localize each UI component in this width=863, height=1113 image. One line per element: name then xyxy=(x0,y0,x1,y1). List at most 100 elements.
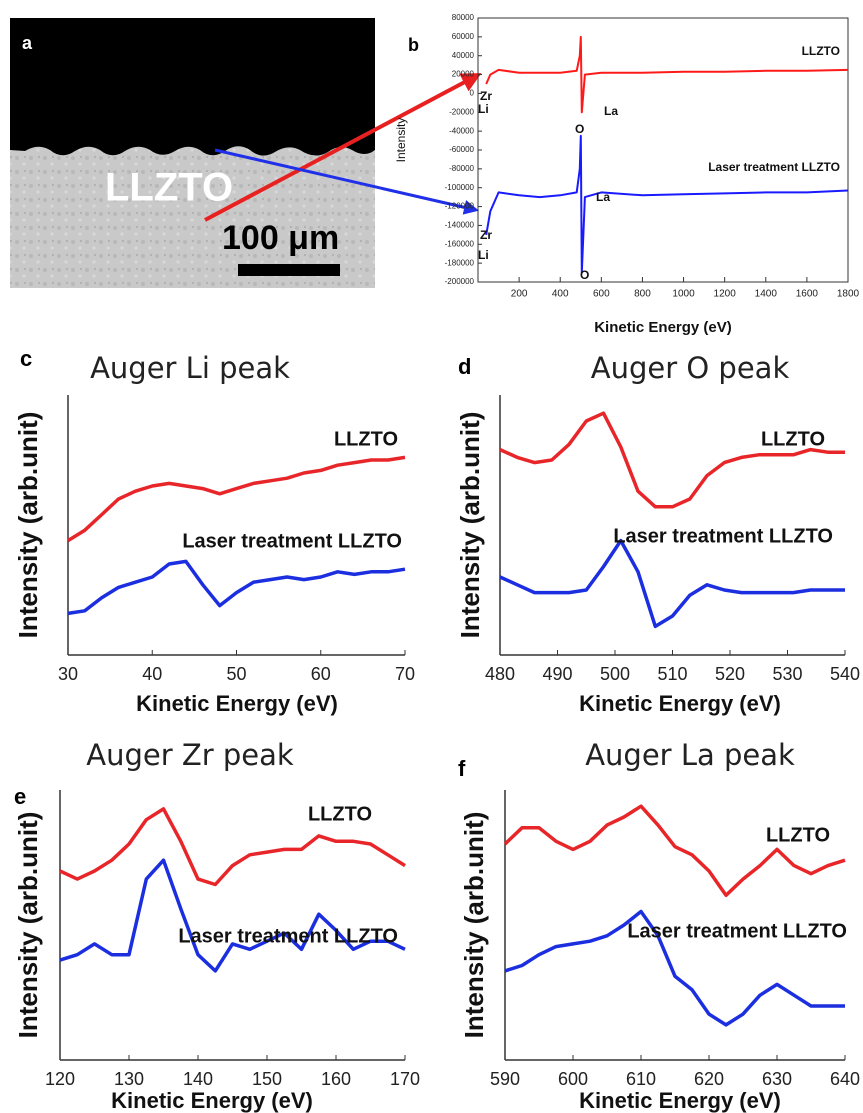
x-tick-label: 140 xyxy=(183,1069,213,1089)
sem-image: a LLZTO 100 μm xyxy=(10,18,375,288)
panel-letter: c xyxy=(20,346,32,371)
x-tick-label: 590 xyxy=(490,1069,520,1089)
x-tick-label: 620 xyxy=(694,1069,724,1089)
series-label: LLZTO xyxy=(761,428,825,450)
x-tick-label: 160 xyxy=(321,1069,351,1089)
y-tick-label: -200000 xyxy=(445,277,475,286)
x-axis-label: Kinetic Energy (eV) xyxy=(594,319,732,336)
series-label: LLZTO xyxy=(308,803,372,825)
chart-panel: 590 600 610 620 630 640 Auger La peak f Kinetic … xyxy=(458,738,860,1113)
x-tick-label: 1800 xyxy=(837,289,860,300)
x-tick-label: 530 xyxy=(772,664,802,684)
y-tick-label: -160000 xyxy=(445,239,475,248)
panel-letter: d xyxy=(458,354,471,379)
x-tick-label: 500 xyxy=(600,664,630,684)
x-tick-label: 200 xyxy=(511,289,528,300)
chart-title: Auger Zr peak xyxy=(86,738,294,772)
sem-background xyxy=(10,18,375,156)
y-tick-label: -140000 xyxy=(445,221,475,230)
peak-annotation: Li xyxy=(478,248,489,262)
x-tick-label: 600 xyxy=(558,1069,588,1089)
x-tick-label: 490 xyxy=(542,664,572,684)
x-tick-label: 520 xyxy=(715,664,745,684)
y-tick-label: 80000 xyxy=(452,13,475,22)
y-tick-label: -100000 xyxy=(445,183,475,192)
series-label: Laser treatment LLZTO xyxy=(708,160,840,174)
peak-annotation: O xyxy=(580,268,589,282)
data-line xyxy=(59,807,406,887)
series-label: Laser treatment LLZTO xyxy=(613,525,833,547)
data-line xyxy=(504,909,845,1027)
series-label: Laser treatment LLZTO xyxy=(182,530,402,552)
y-tick-label: -180000 xyxy=(445,258,475,267)
y-tick-label: -40000 xyxy=(449,126,474,135)
y-tick-label: 40000 xyxy=(452,51,475,60)
x-tick-label: 40 xyxy=(142,664,162,684)
y-tick-label: -60000 xyxy=(449,145,474,154)
x-tick-label: 1600 xyxy=(796,289,819,300)
x-tick-label: 510 xyxy=(657,664,687,684)
data-line xyxy=(485,134,849,274)
sample-label: LLZTO xyxy=(105,166,233,210)
x-axis-label: Kinetic Energy (eV) xyxy=(136,691,338,716)
data-line xyxy=(59,858,406,973)
x-tick-label: 600 xyxy=(593,289,610,300)
y-tick-label: 0 xyxy=(470,89,475,98)
scale-bar-label: 100 μm xyxy=(222,219,339,257)
y-axis-label: Intensity xyxy=(394,118,408,163)
x-tick-label: 170 xyxy=(390,1069,420,1089)
x-tick-label: 120 xyxy=(45,1069,75,1089)
panel-letter: e xyxy=(14,784,26,809)
x-tick-label: 480 xyxy=(485,664,515,684)
arrow xyxy=(214,148,479,215)
x-tick-label: 800 xyxy=(634,289,651,300)
chart-title: Auger La peak xyxy=(585,738,795,772)
series-label: Laser treatment LLZTO xyxy=(627,920,847,942)
peak-annotation: Li xyxy=(478,102,489,116)
chart-panel: 30 40 50 60 70 Auger Li peak c Kinetic Energy (… xyxy=(13,346,415,716)
y-tick-label: 60000 xyxy=(452,32,475,41)
y-tick-label: 20000 xyxy=(452,70,475,79)
x-axis-label: Kinetic Energy (eV) xyxy=(579,1088,781,1113)
x-tick-label: 640 xyxy=(830,1069,860,1089)
y-tick-label: -80000 xyxy=(449,164,474,173)
x-tick-label: 70 xyxy=(395,664,415,684)
x-tick-label: 150 xyxy=(252,1069,282,1089)
scale-bar xyxy=(238,264,340,276)
chart-panel: 480 490 500 510 520 530 540 Auger O peak d Kineti… xyxy=(455,351,860,716)
chart-title: Auger Li peak xyxy=(90,351,290,385)
data-line xyxy=(67,455,406,543)
data-line xyxy=(503,804,846,898)
peak-annotation: La xyxy=(604,104,618,118)
y-tick-label: -120000 xyxy=(445,202,475,211)
peak-annotation: La xyxy=(596,190,610,204)
panel-letter: a xyxy=(22,33,33,53)
x-tick-label: 130 xyxy=(114,1069,144,1089)
panel-letter: f xyxy=(458,756,466,781)
series-label: LLZTO xyxy=(802,44,840,58)
data-line xyxy=(499,411,845,509)
x-tick-label: 1400 xyxy=(755,289,778,300)
x-tick-label: 540 xyxy=(830,664,860,684)
x-tick-label: 630 xyxy=(762,1069,792,1089)
series-label: LLZTO xyxy=(766,824,830,846)
y-axis-label: Intensity (arb.unit) xyxy=(13,812,43,1039)
peak-annotation: O xyxy=(575,122,584,136)
arrow xyxy=(204,73,482,222)
data-line xyxy=(67,559,406,616)
x-tick-label: 30 xyxy=(58,664,78,684)
chart-panel: 120 130 140 150 160 170 Auger Zr peak e Kinetic … xyxy=(13,738,420,1113)
y-axis-label: Intensity (arb.unit) xyxy=(455,412,485,639)
y-axis-label: Intensity (arb.unit) xyxy=(459,812,489,1039)
peak-annotation: Zr xyxy=(480,228,492,242)
chart-panel: 200 400 600 800 1000 1200 1400 1600 1800-200000-… xyxy=(394,13,859,336)
x-tick-label: 1200 xyxy=(714,289,737,300)
data-line xyxy=(499,538,845,629)
x-axis-label: Kinetic Energy (eV) xyxy=(111,1088,313,1113)
series-label: Laser treatment LLZTO xyxy=(178,925,398,947)
data-line xyxy=(485,35,849,114)
x-tick-label: 1000 xyxy=(672,289,695,300)
y-axis-label: Intensity (arb.unit) xyxy=(13,412,43,639)
plot-frame xyxy=(477,17,849,283)
